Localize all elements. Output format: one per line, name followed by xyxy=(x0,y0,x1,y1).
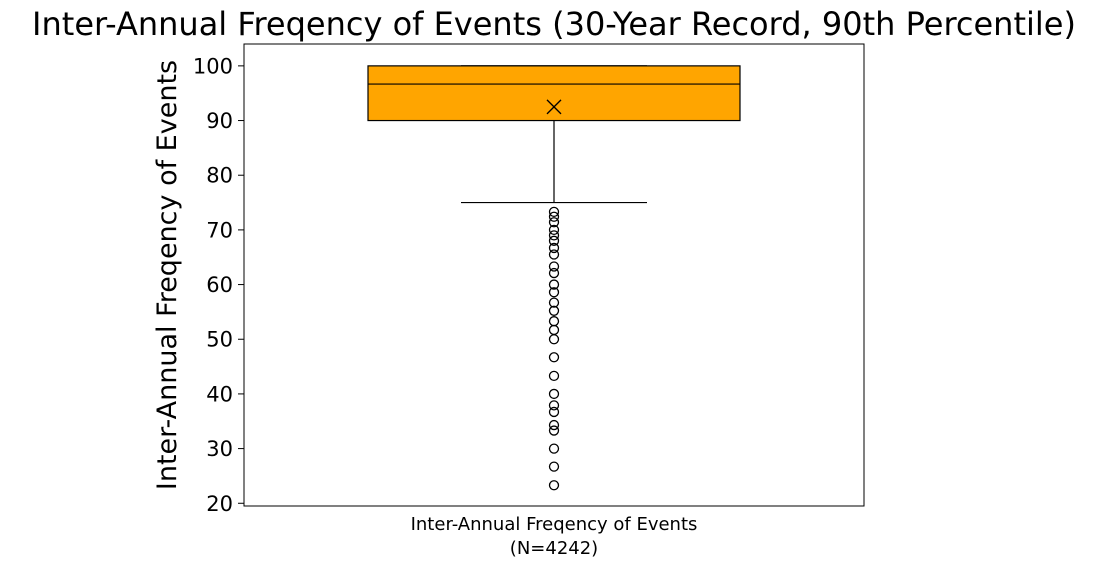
outlier-point xyxy=(548,206,560,218)
outlier-point xyxy=(548,297,560,308)
outlier-point xyxy=(548,224,560,236)
outlier-point xyxy=(548,419,560,431)
mean-marker-stroke-b xyxy=(546,99,562,115)
y-tick-label: 80 xyxy=(206,164,233,188)
outlier-point xyxy=(548,370,560,382)
outlier-point xyxy=(548,316,560,327)
outlier-point xyxy=(548,242,560,254)
outlier-point xyxy=(548,217,560,228)
y-axis-label: Inter-Annual Freqency of Events xyxy=(152,60,183,490)
outlier-points xyxy=(548,206,560,491)
outlier-point xyxy=(548,388,560,400)
outlier-point xyxy=(548,406,560,418)
iqr-box xyxy=(367,65,741,122)
x-category-count: (N=4242) xyxy=(510,538,598,559)
outlier-point xyxy=(548,279,560,290)
y-tick-label: 90 xyxy=(206,109,233,133)
y-axis-ticks: 20 30 40 50 60 70 80 90 100 xyxy=(193,54,244,516)
outlier-point xyxy=(548,461,560,472)
outlier-point xyxy=(548,400,560,411)
x-category-label: Inter-Annual Freqency of Events xyxy=(411,514,698,535)
y-tick-label: 20 xyxy=(206,492,233,516)
outlier-point xyxy=(548,249,560,260)
outlier-point xyxy=(548,211,560,222)
outlier-point xyxy=(548,480,560,491)
outlier-point xyxy=(548,287,560,298)
plot-area-frame xyxy=(243,43,865,507)
outlier-point xyxy=(548,334,560,345)
y-tick-label: 30 xyxy=(206,437,233,461)
y-tick-label: 50 xyxy=(206,328,233,352)
box-element xyxy=(367,65,741,204)
outlier-point xyxy=(548,324,560,336)
outlier-point xyxy=(548,235,560,246)
y-tick-label: 60 xyxy=(206,273,233,297)
outlier-point xyxy=(548,352,560,363)
y-tick-label: 70 xyxy=(206,218,233,242)
outlier-point xyxy=(548,305,560,316)
chart-title: Inter-Annual Freqency of Events (30-Year… xyxy=(32,5,1076,43)
outlier-point xyxy=(548,261,560,272)
outlier-point xyxy=(548,425,560,436)
y-tick-label: 40 xyxy=(206,382,233,406)
y-tick-label: 100 xyxy=(193,54,233,78)
outlier-point xyxy=(548,443,560,454)
outlier-point xyxy=(548,267,560,279)
outlier-point xyxy=(548,230,560,241)
